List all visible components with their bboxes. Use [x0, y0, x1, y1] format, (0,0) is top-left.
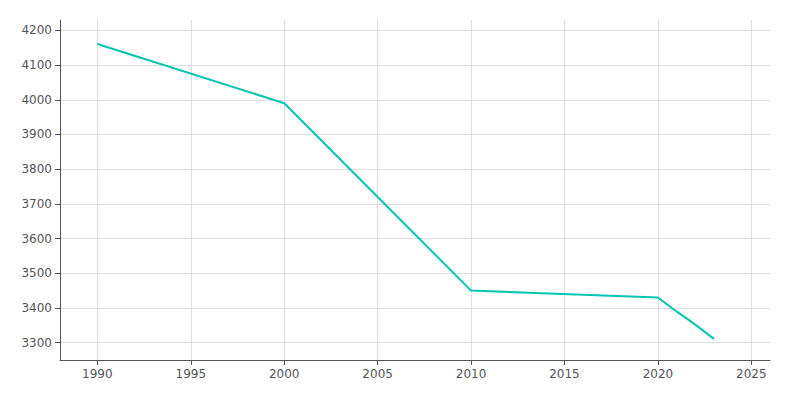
svg-text:1990: 1990	[82, 367, 113, 381]
svg-text:1995: 1995	[176, 367, 207, 381]
svg-text:3400: 3400	[21, 301, 52, 315]
svg-text:4100: 4100	[21, 58, 52, 72]
svg-text:3300: 3300	[21, 336, 52, 350]
svg-text:3800: 3800	[21, 162, 52, 176]
svg-text:3900: 3900	[21, 127, 52, 141]
svg-text:2010: 2010	[456, 367, 487, 381]
svg-text:2005: 2005	[362, 367, 393, 381]
svg-text:3500: 3500	[21, 266, 52, 280]
svg-text:2025: 2025	[736, 367, 767, 381]
svg-text:2015: 2015	[549, 367, 580, 381]
svg-text:4200: 4200	[21, 23, 52, 37]
svg-text:4000: 4000	[21, 93, 52, 107]
svg-text:3600: 3600	[21, 232, 52, 246]
svg-text:3700: 3700	[21, 197, 52, 211]
svg-text:2020: 2020	[643, 367, 674, 381]
svg-text:2000: 2000	[269, 367, 300, 381]
